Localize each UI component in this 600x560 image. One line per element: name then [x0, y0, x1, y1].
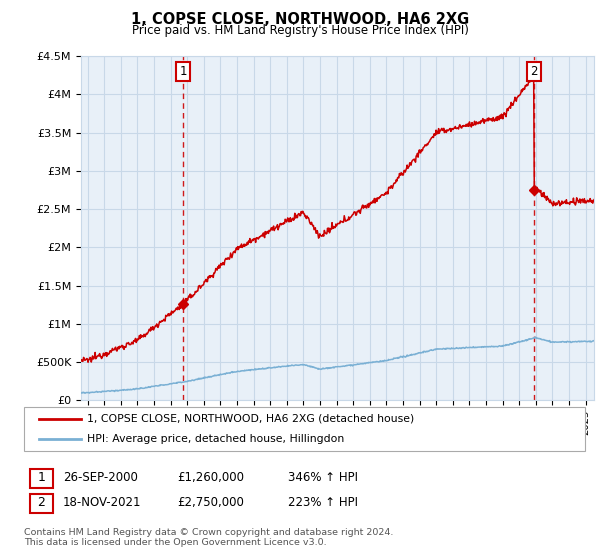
Text: 223% ↑ HPI: 223% ↑ HPI	[288, 496, 358, 509]
Text: 2: 2	[530, 65, 538, 78]
Text: £1,260,000: £1,260,000	[177, 470, 244, 484]
Text: 1, COPSE CLOSE, NORTHWOOD, HA6 2XG (detached house): 1, COPSE CLOSE, NORTHWOOD, HA6 2XG (deta…	[87, 414, 414, 424]
Text: Contains HM Land Registry data © Crown copyright and database right 2024.
This d: Contains HM Land Registry data © Crown c…	[24, 528, 394, 547]
Text: 26-SEP-2000: 26-SEP-2000	[63, 470, 138, 484]
Text: HPI: Average price, detached house, Hillingdon: HPI: Average price, detached house, Hill…	[87, 434, 344, 444]
Text: 1, COPSE CLOSE, NORTHWOOD, HA6 2XG: 1, COPSE CLOSE, NORTHWOOD, HA6 2XG	[131, 12, 469, 27]
Text: 2: 2	[37, 496, 46, 509]
Text: 18-NOV-2021: 18-NOV-2021	[63, 496, 142, 509]
Text: 1: 1	[179, 65, 187, 78]
Text: £2,750,000: £2,750,000	[177, 496, 244, 509]
Text: 346% ↑ HPI: 346% ↑ HPI	[288, 470, 358, 484]
Text: Price paid vs. HM Land Registry's House Price Index (HPI): Price paid vs. HM Land Registry's House …	[131, 24, 469, 36]
Text: 1: 1	[37, 470, 46, 484]
